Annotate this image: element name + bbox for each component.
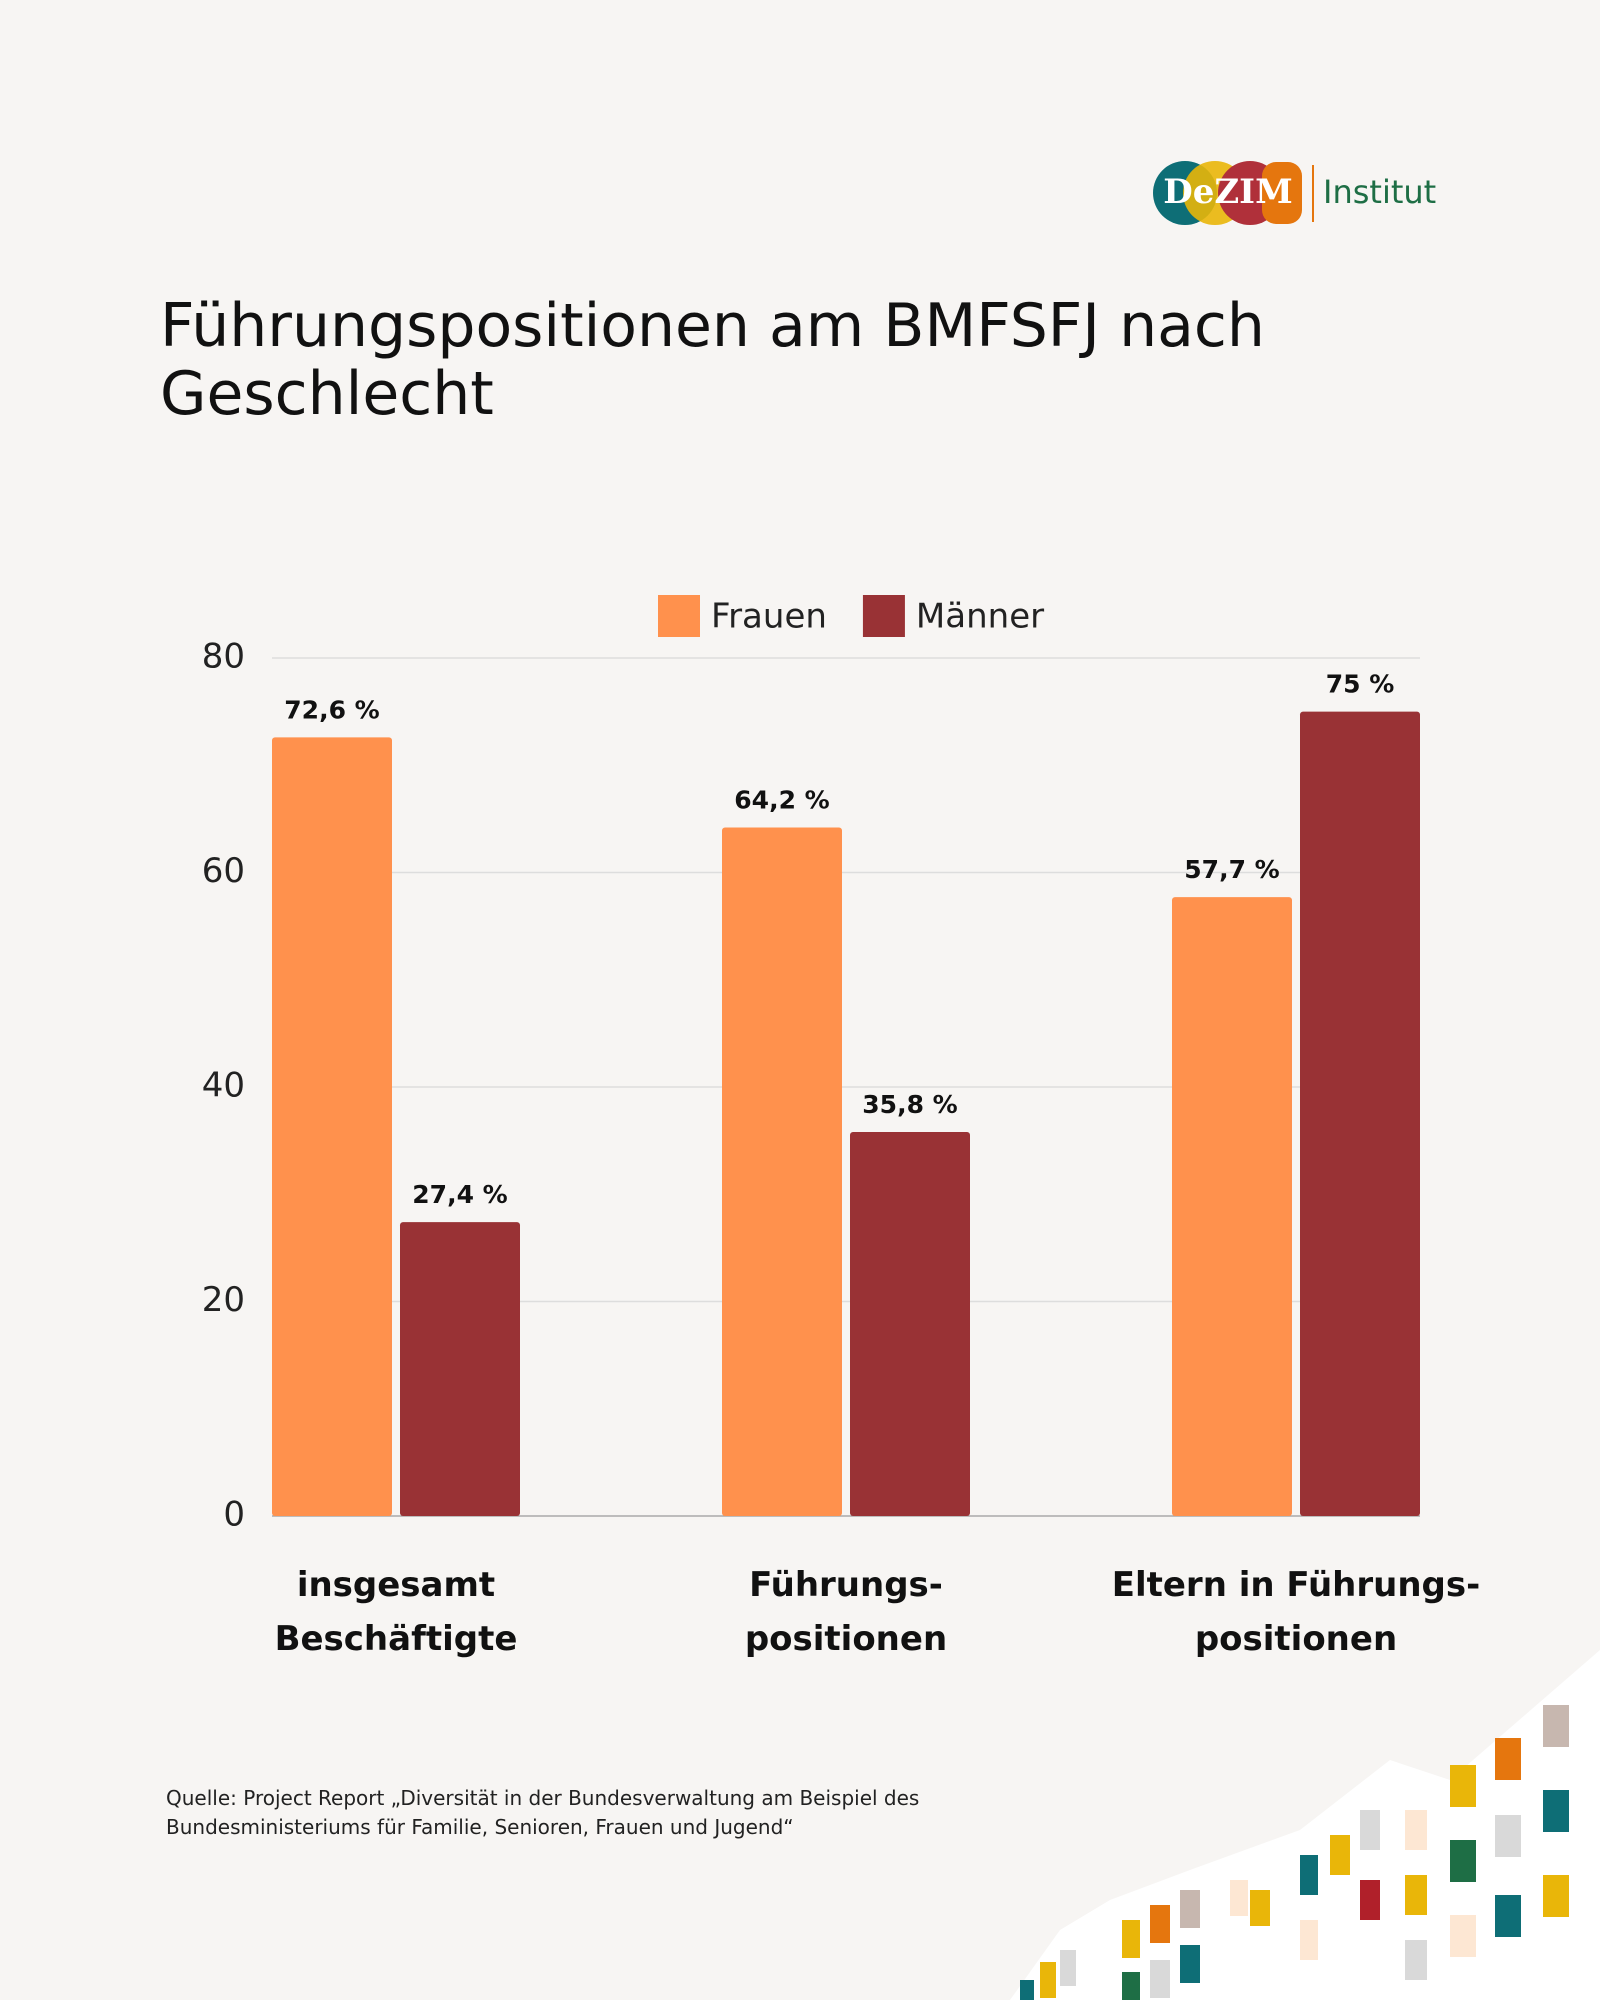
bar [1172, 897, 1292, 1516]
y-tick-label: 0 [223, 1495, 245, 1535]
decoration [1010, 1650, 1600, 2000]
legend-swatch [658, 595, 700, 637]
logo-suffix: Institut [1323, 173, 1436, 211]
bar [272, 737, 392, 1516]
x-tick-label: Führungs-positionen [745, 1565, 947, 1659]
bar [400, 1222, 520, 1516]
value-label: 57,7 % [1184, 855, 1279, 884]
bar [1300, 711, 1420, 1516]
y-tick-label: 60 [202, 851, 245, 891]
bar [722, 827, 842, 1516]
y-tick-label: 80 [202, 637, 245, 677]
logo-name: DeZIM [1163, 172, 1292, 212]
source: Quelle: Project Report „Diversität in de… [166, 1786, 920, 1839]
value-label: 35,8 % [862, 1090, 957, 1119]
y-tick-label: 20 [202, 1280, 245, 1320]
legend-label: Männer [916, 597, 1044, 637]
bar [850, 1132, 970, 1516]
x-tick-label: Eltern in Führungs-positionen [1112, 1565, 1481, 1659]
value-label: 72,6 % [284, 695, 379, 724]
chart-title: Führungspositionen am BMFSFJ nach Geschl… [160, 291, 1265, 429]
value-label: 64,2 % [734, 785, 829, 814]
legend-swatch [862, 595, 905, 637]
legend-label: Frauen [711, 597, 827, 637]
y-tick-label: 40 [202, 1066, 245, 1106]
x-tick-label: insgesamt Beschäftigte [275, 1565, 518, 1659]
value-label: 75 % [1326, 670, 1395, 699]
logo: DeZIM Institut [1153, 161, 1436, 225]
value-label: 27,4 % [412, 1180, 507, 1209]
